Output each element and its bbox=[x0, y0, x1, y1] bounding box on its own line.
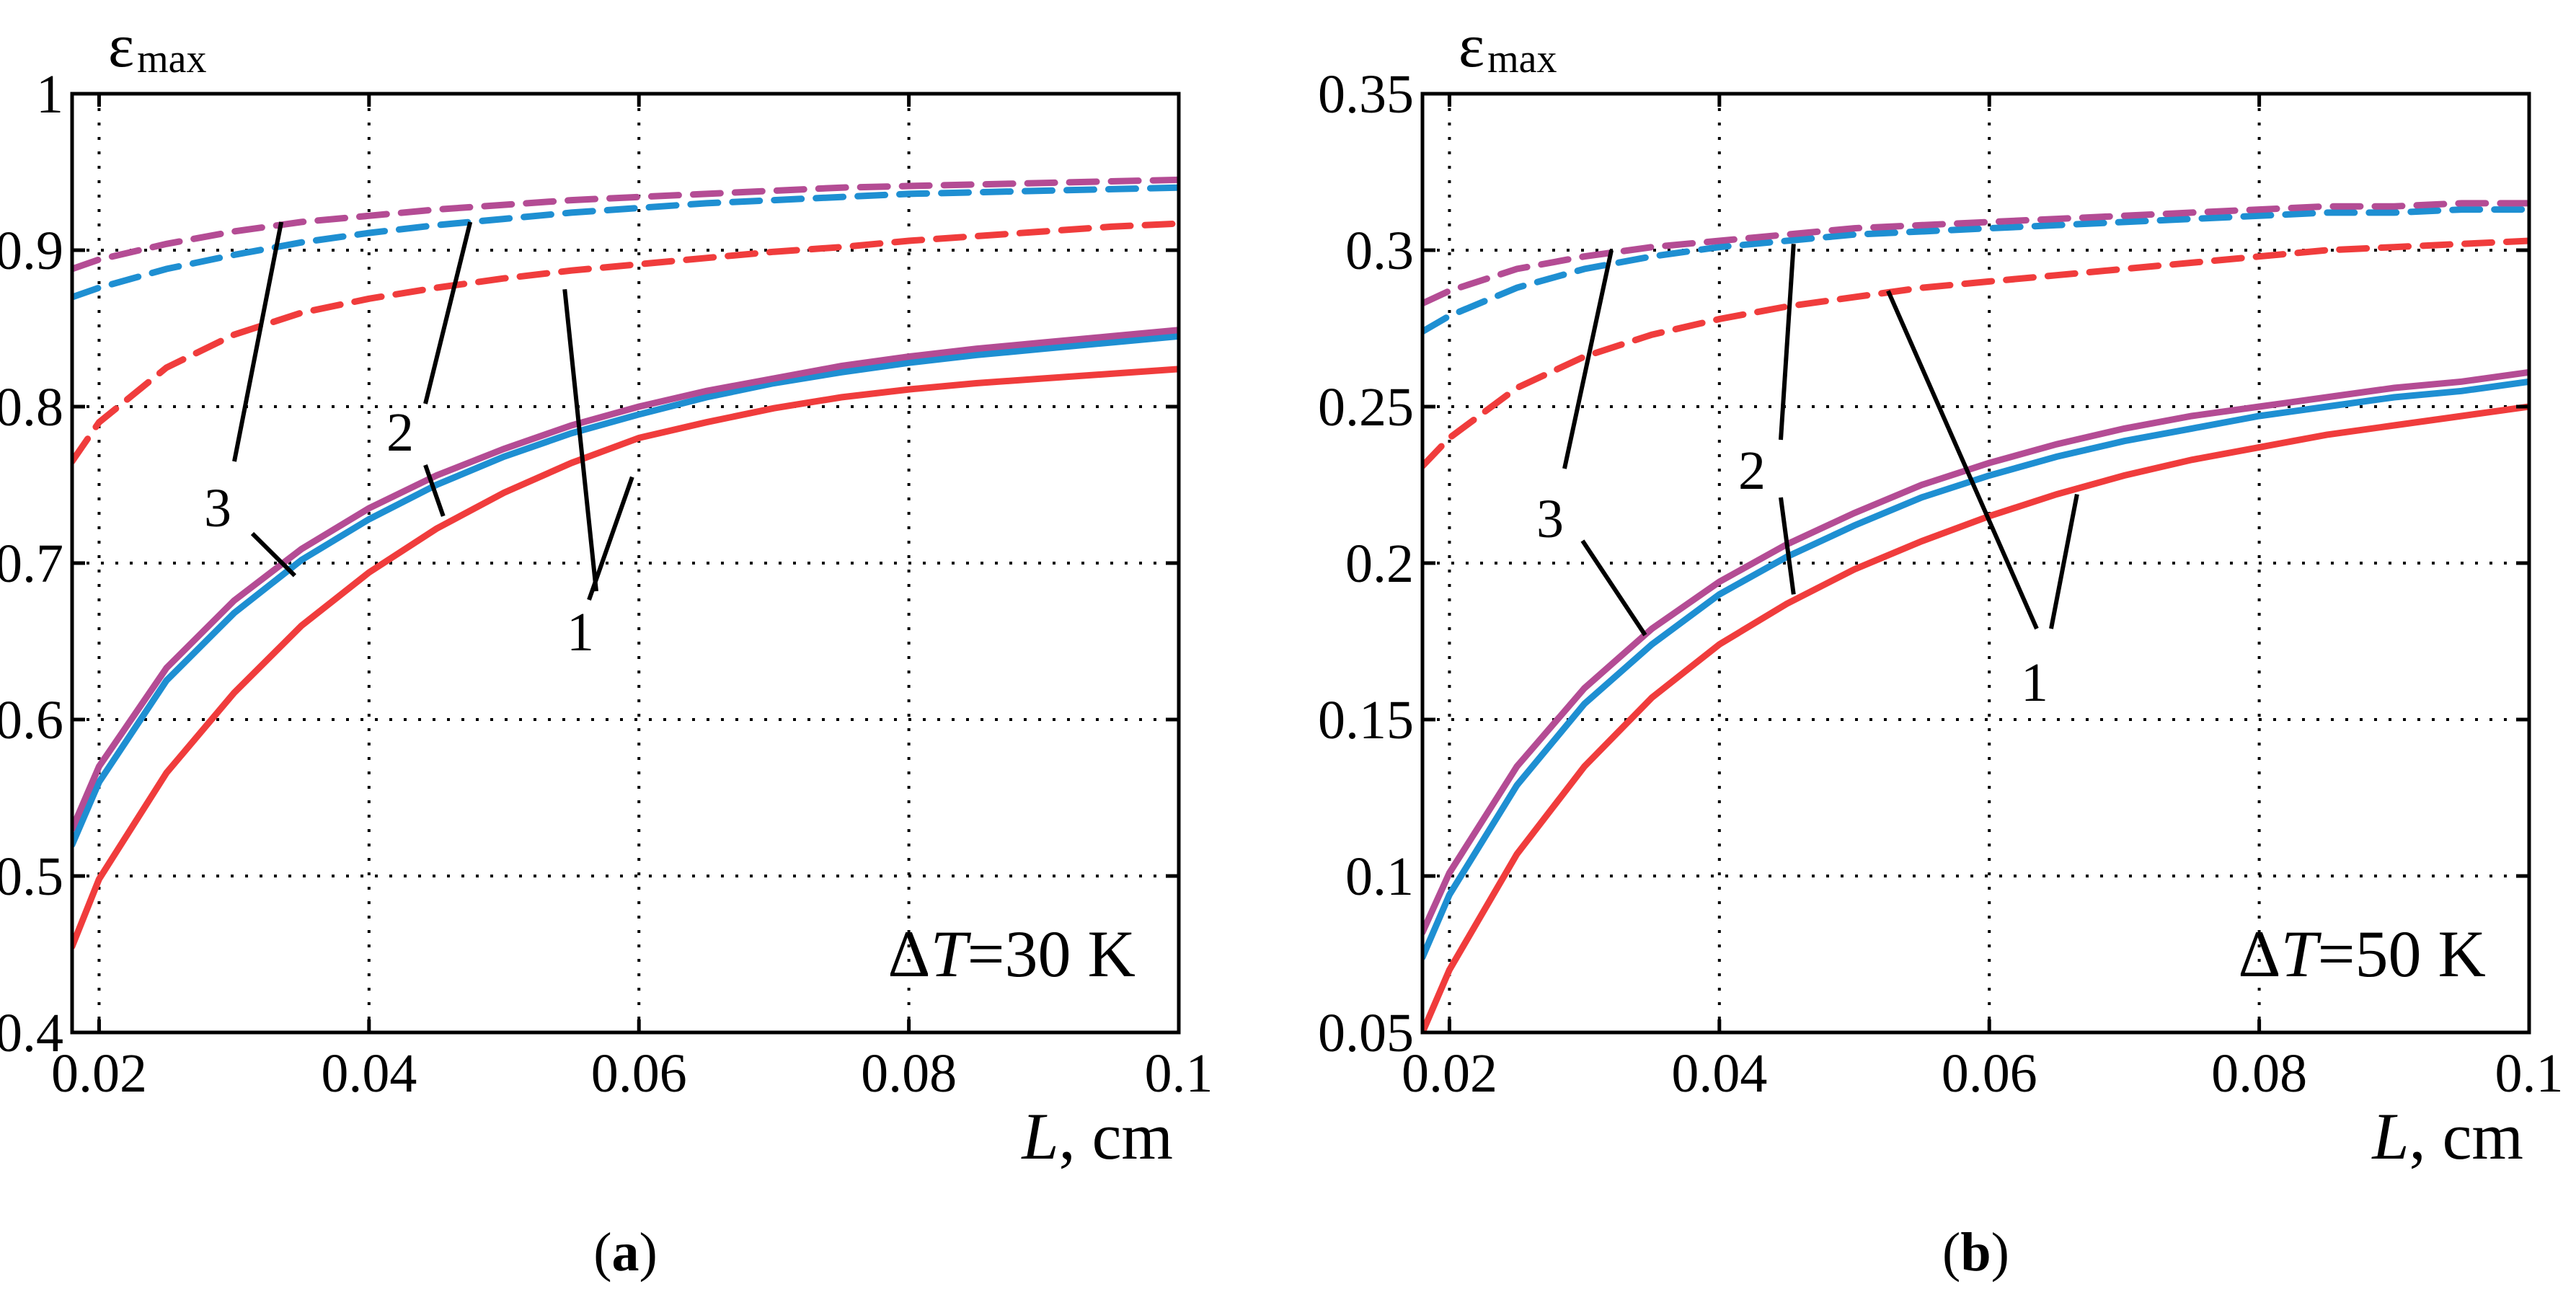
leader-line-1 bbox=[1886, 290, 2039, 630]
x-tick-label: 0.02 bbox=[51, 1043, 147, 1104]
series-3-solid bbox=[72, 327, 1179, 833]
series-3-dashed bbox=[1422, 200, 2529, 307]
x-tick-label: 0.04 bbox=[321, 1043, 417, 1104]
y-tick-label: 0.05 bbox=[1318, 1003, 1414, 1063]
y-tick-label: 0.35 bbox=[1318, 64, 1414, 125]
y-tick-label: 0.7 bbox=[0, 534, 63, 594]
chart-panel-b: 0.02 0.04 0.06 0.08 0.1 0.05 0.1 0.15 0.2 0.25 0.3… bbox=[1318, 11, 2564, 1283]
leader-line-3 bbox=[250, 531, 296, 578]
y-tick-label: 0.5 bbox=[0, 846, 63, 907]
y-tick-label: 0.4 bbox=[0, 1003, 63, 1063]
leader-line-2 bbox=[423, 464, 446, 517]
series-3-dashed bbox=[72, 176, 1179, 273]
y-tick-label: 0.8 bbox=[0, 377, 63, 438]
curve-label-2: 2 bbox=[1738, 441, 1766, 501]
x-tick-label: 0.1 bbox=[2495, 1043, 2564, 1104]
series-3-solid bbox=[1422, 368, 2529, 936]
x-axis-label: L, cm bbox=[2371, 1099, 2523, 1173]
y-tick-label: 0.2 bbox=[1345, 534, 1414, 594]
series-1-solid bbox=[72, 366, 1179, 950]
y-tick-label: 0.6 bbox=[0, 690, 63, 751]
delta-t-annotation: ΔT=50 K bbox=[2238, 917, 2486, 991]
leader-line-1 bbox=[2049, 493, 2079, 629]
x-tick-label: 0.06 bbox=[591, 1043, 687, 1104]
y-tick-label: 0.25 bbox=[1318, 377, 1414, 438]
leader-line-2 bbox=[423, 221, 473, 404]
x-tick-label: 0.1 bbox=[1145, 1043, 1213, 1104]
panel-label: (b) bbox=[1942, 1222, 2009, 1283]
y-tick-label: 0.3 bbox=[1345, 221, 1414, 281]
y-axis-label: εmax bbox=[1459, 11, 1557, 81]
y-tick-label: 1 bbox=[36, 64, 63, 125]
series-2-dashed bbox=[1422, 206, 2529, 335]
x-axis-label: L, cm bbox=[1020, 1099, 1173, 1173]
leader-line-2 bbox=[1779, 244, 1796, 441]
x-tick-label: 0.06 bbox=[1942, 1043, 2037, 1104]
series-2-solid bbox=[1422, 378, 2529, 961]
leader-line-2 bbox=[1779, 497, 1796, 595]
y-axis-label: εmax bbox=[108, 11, 207, 81]
series-1-solid bbox=[1422, 403, 2529, 1032]
series-1-dashed bbox=[72, 220, 1179, 465]
leader-line-3 bbox=[1562, 249, 1614, 469]
curve-label-3: 3 bbox=[204, 478, 231, 539]
series-2-solid bbox=[72, 332, 1179, 849]
curve-label-1: 1 bbox=[2021, 652, 2048, 713]
curve-label-3: 3 bbox=[1536, 489, 1564, 549]
leader-line-1 bbox=[562, 288, 598, 592]
series-1-dashed bbox=[1422, 237, 2529, 469]
chart-panel-a: 0.02 0.04 0.06 0.08 0.1 0.4 0.5 0.6 0.7 0.8 0.9 1 εm… bbox=[0, 11, 1213, 1283]
delta-t-annotation: ΔT=30 K bbox=[888, 917, 1136, 991]
x-tick-label: 0.08 bbox=[2211, 1043, 2307, 1104]
plot-frame bbox=[70, 92, 1181, 1035]
leader-line-3 bbox=[232, 221, 284, 462]
x-tick-label: 0.08 bbox=[861, 1043, 957, 1104]
series-2-dashed bbox=[72, 184, 1179, 301]
x-tick-label: 0.02 bbox=[1402, 1043, 1497, 1104]
leader-line-1 bbox=[587, 476, 634, 601]
plot-frame bbox=[1420, 92, 2531, 1035]
y-tick-label: 0.9 bbox=[0, 221, 63, 281]
curve-label-1: 1 bbox=[567, 602, 594, 663]
x-tick-label: 0.04 bbox=[1671, 1043, 1767, 1104]
curve-label-2: 2 bbox=[386, 402, 414, 463]
panel-label: (a) bbox=[593, 1222, 658, 1283]
y-tick-label: 0.15 bbox=[1318, 690, 1414, 751]
y-tick-label: 0.1 bbox=[1345, 846, 1414, 907]
leader-line-3 bbox=[1580, 539, 1647, 637]
